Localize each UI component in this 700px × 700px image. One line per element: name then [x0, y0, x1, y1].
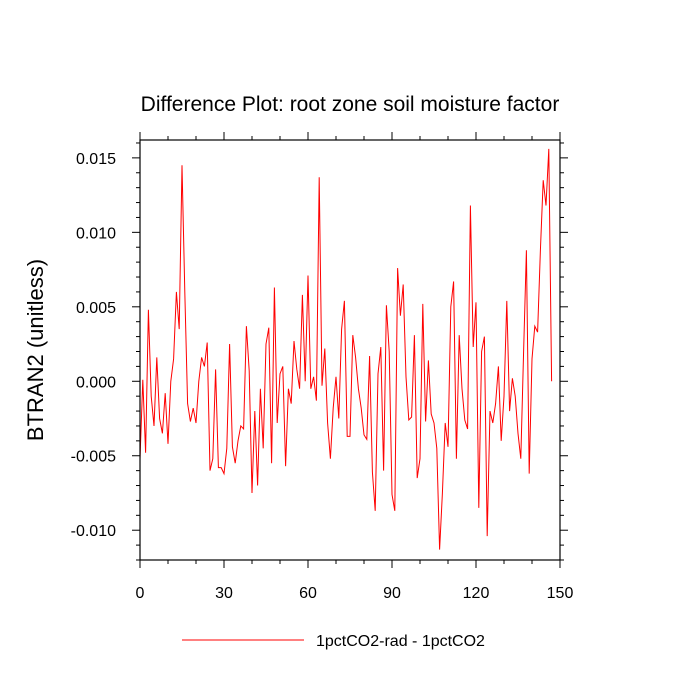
legend: 1pctCO2-rad - 1pctCO2: [182, 633, 485, 650]
y-tick-label: -0.010: [71, 523, 116, 540]
y-axis-label: BTRAN2 (unitless): [23, 259, 48, 441]
x-tick-label: 120: [463, 585, 490, 602]
axis-ticks: [132, 132, 568, 568]
plot-frame: [139, 139, 561, 561]
x-tick-label: 60: [299, 585, 317, 602]
chart-title: Difference Plot: root zone soil moisture…: [141, 93, 560, 116]
x-tick-label: 30: [215, 585, 233, 602]
y-tick-label: 0.015: [76, 151, 116, 168]
series-layer: [139, 148, 553, 550]
x-tick-label: 150: [547, 585, 574, 602]
y-tick-label: 0.010: [76, 225, 116, 242]
legend-label: 1pctCO2-rad - 1pctCO2: [316, 633, 485, 650]
y-tick-label: 0.005: [76, 300, 116, 317]
y-tick-label: 0.000: [76, 374, 116, 391]
series-line: [139, 148, 553, 550]
axis-tick-labels: 0 30 60 90 120 150 -0.010 -0.005 0.000 0.005 0.010…: [71, 151, 574, 602]
x-tick-label: 90: [383, 585, 401, 602]
x-tick-label: 0: [136, 585, 145, 602]
y-tick-label: -0.005: [71, 449, 116, 466]
